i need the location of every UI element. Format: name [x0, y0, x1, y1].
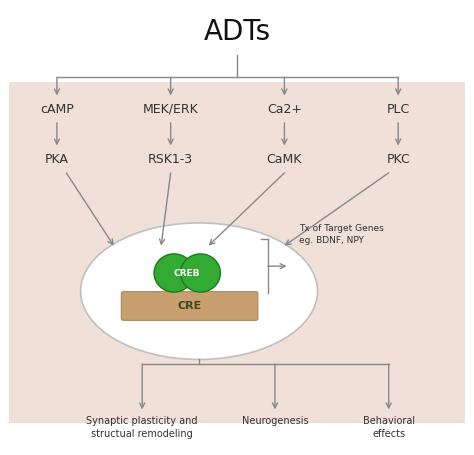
Text: PKC: PKC: [386, 153, 410, 166]
Text: MEK/ERK: MEK/ERK: [143, 103, 199, 116]
Text: Behavioral
effects: Behavioral effects: [363, 416, 415, 439]
Text: Ca2+: Ca2+: [267, 103, 302, 116]
Text: RSK1-3: RSK1-3: [148, 153, 193, 166]
Text: Neurogenesis: Neurogenesis: [242, 416, 308, 426]
Circle shape: [181, 254, 220, 292]
Circle shape: [154, 254, 194, 292]
Text: CREB: CREB: [174, 268, 201, 278]
Ellipse shape: [81, 223, 318, 359]
Text: PLC: PLC: [386, 103, 410, 116]
Text: cAMP: cAMP: [40, 103, 74, 116]
Text: CRE: CRE: [177, 301, 202, 311]
FancyBboxPatch shape: [121, 292, 258, 320]
Text: CaMK: CaMK: [267, 153, 302, 166]
Text: Synaptic plasticity and
structual remodeling: Synaptic plasticity and structual remode…: [86, 416, 198, 439]
FancyBboxPatch shape: [9, 82, 465, 423]
Text: Tx of Target Genes
eg. BDNF, NPY: Tx of Target Genes eg. BDNF, NPY: [299, 224, 383, 245]
Text: ADTs: ADTs: [203, 18, 271, 46]
Text: PKA: PKA: [45, 153, 69, 166]
